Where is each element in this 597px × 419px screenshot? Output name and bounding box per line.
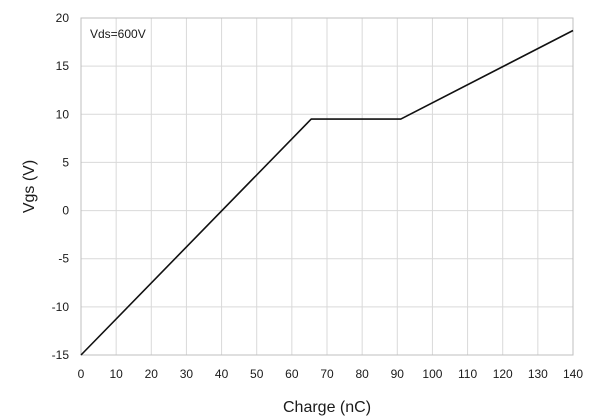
y-tick-label: -10 [52,300,70,314]
plot-area-frame [80,17,574,356]
x-tick-labels: 0 10 20 30 40 50 60 70 80 90 100 110 120 130 140 [78,367,584,381]
y-tick-labels: -15 -10 -5 0 5 10 15 20 [52,11,70,362]
y-tick-label: 5 [62,155,69,169]
x-tick-label: 30 [180,367,194,381]
x-tick-label: 130 [528,367,548,381]
vgs-charge-line [80,29,574,356]
y-tick-label: -5 [58,252,69,266]
x-tick-label: 80 [355,367,369,381]
x-tick-label: 120 [493,367,513,381]
x-tick-label: 110 [458,367,477,381]
y-axis-title: Vgs (V) [21,160,38,213]
vds-annotation: Vds=600V [90,27,146,41]
x-tick-label: 40 [215,367,229,381]
y-tick-label: 20 [56,11,70,25]
x-tick-label: 140 [563,367,583,381]
x-tick-label: 50 [250,367,264,381]
x-tick-label: 60 [285,367,299,381]
y-tick-label: 0 [62,204,69,218]
x-tick-label: 70 [320,367,334,381]
x-tick-label: 0 [78,367,85,381]
x-tick-label: 100 [422,367,442,381]
y-tick-label: 15 [56,59,70,73]
x-tick-label: 10 [109,367,123,381]
y-tick-label: -15 [52,348,70,362]
x-tick-label: 20 [145,367,159,381]
x-axis-title: Charge (nC) [283,399,371,416]
y-tick-label: 10 [56,107,70,121]
x-tick-label: 90 [391,367,405,381]
